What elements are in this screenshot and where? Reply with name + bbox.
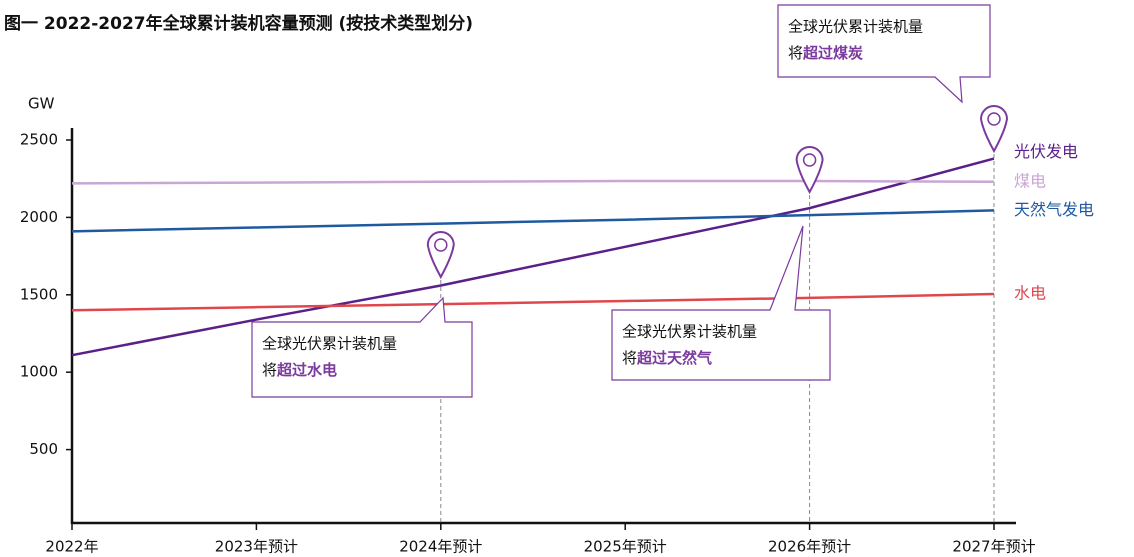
x-tick-label: 2024年预计: [399, 538, 482, 556]
callout-box: [777, 4, 991, 104]
y-axis-label: GW: [28, 95, 55, 113]
series-label: 天然气发电: [1014, 200, 1094, 219]
series-label: 光伏发电: [1014, 142, 1078, 161]
callout-highlight: 超过天然气: [636, 349, 712, 367]
y-tick-label: 1000: [20, 363, 58, 381]
series-line: [71, 157, 995, 357]
callout-prefix: 将: [262, 361, 277, 379]
callout-text: 全球光伏累计装机量: [788, 18, 923, 36]
pin-ring: [987, 112, 1001, 126]
x-tick-label: 2023年预计: [215, 538, 298, 556]
series-label: 水电: [1014, 284, 1046, 303]
pin-ring: [434, 238, 448, 252]
callout-highlight: 超过煤炭: [802, 44, 863, 62]
callout-text: 将超过煤炭: [788, 44, 863, 62]
y-tick-label: 500: [29, 440, 58, 458]
series-label: 煤电: [1014, 171, 1046, 190]
callout-prefix: 将: [622, 349, 637, 367]
callout-highlight: 超过水电: [276, 361, 337, 379]
x-tick-label: 2027年预计: [952, 538, 1035, 556]
y-tick-label: 2000: [20, 208, 58, 226]
series-line: [71, 209, 995, 233]
callout-text: 将超过天然气: [622, 349, 712, 367]
callout-box: [251, 296, 473, 398]
callout-text: 全球光伏累计装机量: [262, 335, 397, 353]
x-tick-label: 2025年预计: [584, 538, 667, 556]
chart-title: 图一 2022-2027年全球累计装机容量预测 (按技术类型划分): [4, 13, 473, 34]
callout-box: [611, 225, 831, 381]
x-tick-label: 2026年预计: [768, 538, 851, 556]
series-line: [71, 179, 995, 185]
callout-prefix: 将: [788, 44, 803, 62]
pin-ring: [802, 153, 817, 167]
y-tick-label: 2500: [20, 131, 58, 149]
y-tick-label: 1500: [20, 285, 58, 303]
callout-text: 将超过水电: [262, 361, 337, 379]
callout-text: 全球光伏累计装机量: [622, 323, 757, 341]
x-tick-label: 2022年: [45, 538, 98, 556]
series-line: [71, 292, 995, 312]
